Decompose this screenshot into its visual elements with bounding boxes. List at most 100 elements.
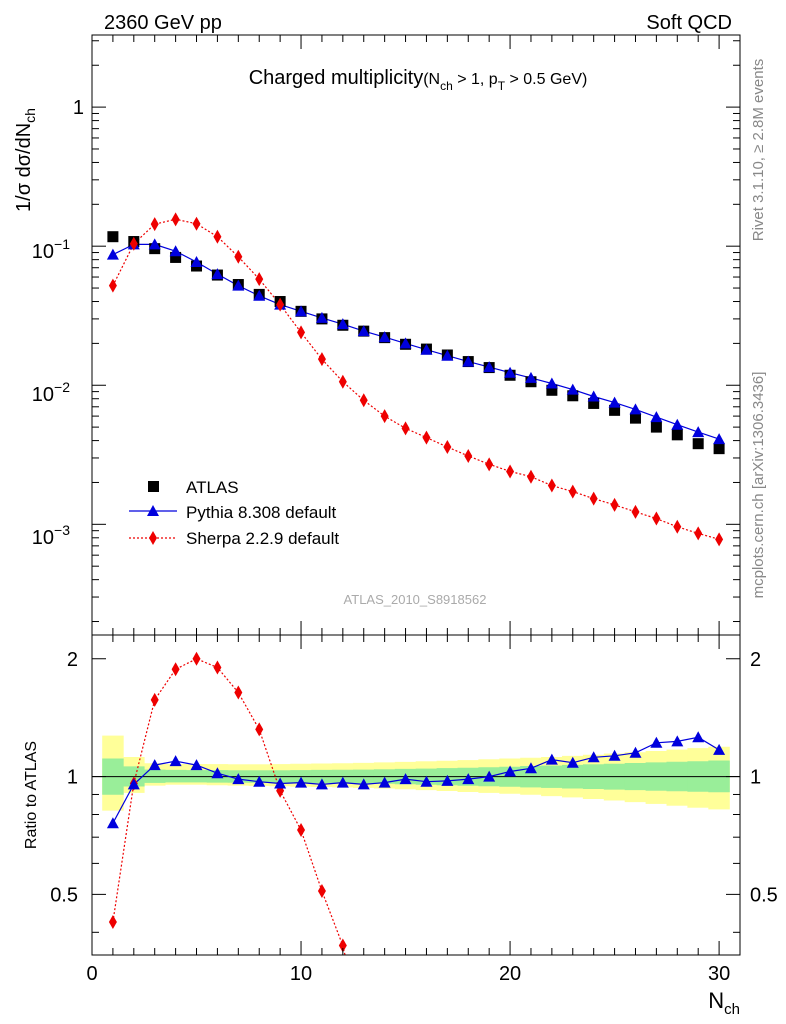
sherpa-point [485, 457, 494, 472]
ratio-pythia-point [253, 775, 266, 787]
sherpa-point [673, 519, 682, 534]
atlas-point [588, 397, 600, 409]
atlas-point [546, 384, 558, 396]
main-y-axis-label: 1/σ dσ/dNch [13, 108, 38, 212]
ratio-pythia-point [650, 736, 663, 748]
ratio-pythia-point [504, 765, 517, 777]
pythia-point [566, 383, 579, 395]
pythia-point [587, 390, 600, 402]
sherpa-point [526, 469, 535, 484]
ratio-sherpa-point [192, 651, 201, 666]
ratio-pythia-point [106, 817, 119, 829]
sherpa-point [568, 484, 577, 499]
sherpa-point [631, 504, 640, 519]
pythia-point [106, 248, 119, 260]
sherpa-point [422, 430, 431, 445]
sherpa-point [338, 374, 347, 389]
pythia-point [524, 371, 537, 383]
ratio-frame [91, 634, 741, 956]
ratio-x-ticks: 0 10 20 30 [86, 635, 741, 985]
ratio-pythia-point [211, 767, 224, 779]
ratio-ytick-label-right: 1 [750, 767, 761, 789]
legend-atlas-label: ATLAS [186, 478, 239, 497]
ytick-label-1: 1 [73, 97, 84, 119]
pythia-point [232, 279, 245, 291]
ratio-ytick-label-right: 2 [750, 649, 761, 671]
main-panel: 1/σ dσ/dNch 10−3 10−2 10−1 1 Charged mul… [13, 34, 741, 636]
ytick-label-1e-1: 10−1 [32, 236, 70, 263]
ratio-pythia-point [671, 735, 684, 747]
sherpa-point [150, 217, 159, 232]
ratio-ytick-label-right: 0.5 [750, 884, 778, 906]
pythia-point [211, 268, 224, 280]
pythia-point [483, 361, 496, 373]
pythia-point [169, 245, 182, 257]
ratio-ytick-label: 0.5 [50, 884, 78, 906]
legend-pythia-marker [147, 505, 159, 516]
analysis-id: ATLAS_2010_S8918562 [344, 592, 487, 607]
ratio-sherpa-point [255, 722, 264, 737]
ratio-pythia-point [274, 777, 287, 789]
ratio-sherpa-point [317, 884, 326, 899]
sherpa-point [694, 526, 703, 541]
side-label-rivet: Rivet 3.1.10, ≥ 2.8M events [750, 59, 767, 242]
xtick-label: 30 [708, 963, 730, 985]
ratio-sherpa-point [213, 660, 222, 675]
header-left: 2360 GeV pp [104, 12, 222, 34]
ratio-pythia-point [566, 756, 579, 768]
sherpa-point [108, 278, 117, 293]
xtick-label: 20 [499, 963, 521, 985]
sherpa-point [276, 297, 285, 312]
ratio-pythia-point [462, 773, 475, 785]
ratio-pythia-point [608, 749, 621, 761]
atlas-point [170, 251, 182, 263]
ratio-sherpa-point [150, 692, 159, 707]
xtick-label: 0 [86, 963, 97, 985]
sherpa-point [652, 511, 661, 526]
ratio-pythia-point [399, 773, 412, 785]
ratio-ytick-label: 2 [67, 649, 78, 671]
pythia-point [253, 289, 266, 301]
sherpa-point [213, 229, 222, 244]
sherpa-point [359, 393, 368, 408]
ratio-panel: 0.5 0.5 1 1 2 2 0 10 20 30 Ratio to ATLAS Nch [23, 634, 778, 1018]
ratio-pythia-point [378, 776, 391, 788]
legend-sherpa-marker [149, 531, 157, 545]
ratio-pythia-point [587, 751, 600, 763]
sherpa-point [589, 491, 598, 506]
ratio-pythia-point [441, 774, 454, 786]
ratio-series-layer [106, 651, 726, 955]
main-x-ticks [91, 35, 741, 635]
ratio-pythia-point [692, 731, 705, 743]
atlas-point [629, 412, 641, 424]
pythia-point [692, 426, 705, 438]
ratio-ytick-label: 1 [67, 767, 78, 789]
sherpa-point [464, 448, 473, 463]
pythia-point [336, 318, 349, 330]
legend-pythia-label: Pythia 8.308 default [186, 503, 337, 522]
sherpa-point [610, 497, 619, 512]
sherpa-point [443, 439, 452, 454]
pythia-point [295, 305, 308, 317]
main-y-ticks [92, 40, 740, 623]
side-label-mcplots: mcplots.cern.ch [arXiv:1306.3436] [750, 372, 767, 599]
ratio-sherpa-point [234, 685, 243, 700]
pythia-point [315, 311, 328, 323]
ytick-label-1e-3: 10−3 [32, 522, 70, 549]
pythia-point [420, 343, 433, 355]
sherpa-point [192, 216, 201, 231]
sherpa-point [129, 236, 138, 251]
ratio-sherpa-point [297, 823, 306, 838]
ratio-pythia-point [315, 778, 328, 790]
legend: ATLAS Pythia 8.308 default Sherpa 2.2.9 … [129, 478, 339, 548]
ratio-y-ticks: 0.5 0.5 1 1 2 2 [50, 649, 778, 933]
ratio-y-axis-label: Ratio to ATLAS [23, 741, 40, 849]
pythia-point [357, 325, 370, 337]
ratio-pythia-point [148, 759, 161, 771]
atlas-point [713, 443, 725, 455]
header-right: Soft QCD [646, 12, 732, 34]
ratio-pythia-line [112, 736, 720, 824]
sherpa-point [401, 421, 410, 436]
atlas-point [671, 429, 683, 441]
